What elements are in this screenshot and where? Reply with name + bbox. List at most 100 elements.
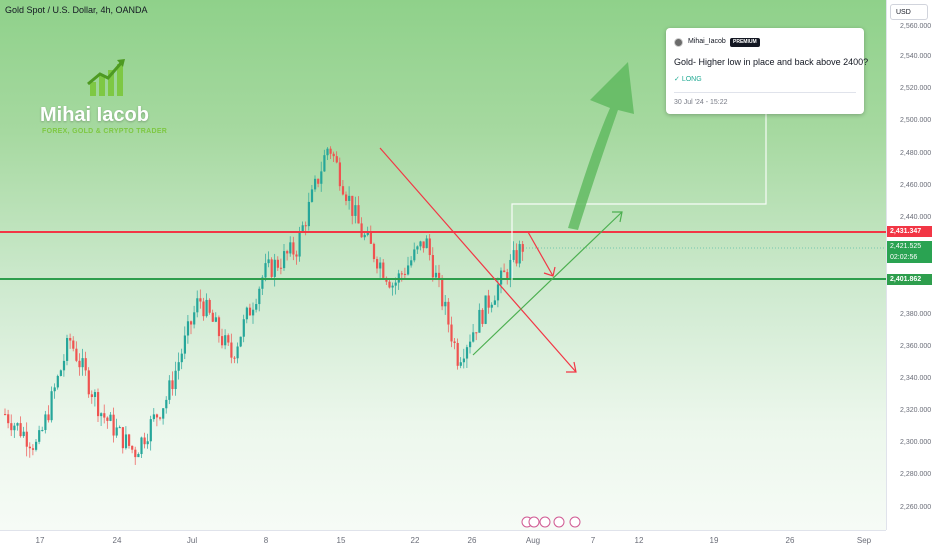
brand-logo: Mihai Iacob FOREX, GOLD & CRYPTO TRADER xyxy=(40,58,190,138)
bearish-candle xyxy=(456,338,459,370)
symbol-title[interactable]: Gold Spot / U.S. Dollar, 4h, OANDA xyxy=(5,5,148,15)
bullish-candle xyxy=(50,386,53,423)
bullish-candle xyxy=(478,303,481,333)
bearish-candle xyxy=(10,414,13,437)
divider xyxy=(674,92,856,93)
bearish-candle xyxy=(90,390,93,404)
price-tick: 2,560.000 xyxy=(900,23,932,30)
bearish-candle xyxy=(329,146,332,159)
bullish-candle xyxy=(444,294,447,315)
pullback-arrowhead xyxy=(543,266,556,277)
bearish-candle xyxy=(72,336,75,352)
bearish-candle xyxy=(28,442,31,458)
bearish-candle xyxy=(106,416,109,429)
bullish-candle xyxy=(146,433,149,449)
event-icon xyxy=(553,516,565,528)
bullish-candle xyxy=(38,425,41,445)
price-tick: 2,260.000 xyxy=(900,504,932,511)
bullish-candle xyxy=(425,235,428,249)
bearish-candle xyxy=(279,258,283,275)
time-tick: 24 xyxy=(112,536,122,545)
economic-events xyxy=(521,516,581,528)
price-tick: 2,320.000 xyxy=(900,407,932,414)
bullish-candle xyxy=(320,161,323,192)
currency-selector[interactable]: USD xyxy=(890,4,928,20)
bearish-candle xyxy=(428,234,431,261)
idea-author[interactable]: Mihai_Iacob xyxy=(688,38,726,45)
bearish-candle xyxy=(87,367,90,398)
bearish-candle xyxy=(441,274,444,311)
bearish-candle xyxy=(121,426,124,454)
bullish-candle xyxy=(193,305,196,329)
bullish-candle xyxy=(283,244,286,271)
idea-date: 30 Jul '24 - 15:22 xyxy=(674,99,728,106)
bullish-candle xyxy=(509,254,512,288)
bearish-candle xyxy=(431,247,434,282)
bullish-candle xyxy=(323,149,326,172)
bullish-candle xyxy=(41,426,44,432)
pullback-arrow xyxy=(527,231,554,277)
price-axis[interactable]: 2,560.000 2,540.000 2,520.000 2,500.000 2,48… xyxy=(886,0,932,530)
idea-title[interactable]: Gold- Higher low in place and back above… xyxy=(674,57,869,67)
bullish-candle xyxy=(56,374,59,390)
bullish-candle xyxy=(168,375,171,405)
current-price-label: 2,421.525 02:02:56 xyxy=(887,241,932,263)
bullish-candle xyxy=(205,293,208,318)
bullish-candle xyxy=(236,342,239,364)
bullish-candle xyxy=(245,306,248,324)
bearish-candle xyxy=(345,191,348,206)
bearish-candle xyxy=(211,309,214,322)
candlestick-series xyxy=(4,146,524,465)
bearish-candle xyxy=(335,151,338,164)
bullish-candle xyxy=(115,418,118,438)
bearish-candle xyxy=(369,225,372,244)
bearish-candle xyxy=(403,267,407,279)
bullish-candle xyxy=(100,412,103,426)
bullish-candle xyxy=(416,245,419,254)
bullish-candle xyxy=(493,295,496,306)
bearish-candle xyxy=(276,256,279,271)
bullish-candle xyxy=(394,277,397,295)
trade-idea-card[interactable]: Mihai_Iacob PREMIUM Gold- Higher low in … xyxy=(666,28,868,114)
bullish-candle xyxy=(518,240,521,268)
descending-trendline xyxy=(379,147,577,373)
bearish-candle xyxy=(317,178,320,188)
bearish-candle xyxy=(159,416,162,421)
bearish-candle xyxy=(31,444,35,456)
bearish-candle xyxy=(134,446,137,465)
time-tick: 17 xyxy=(35,536,45,545)
bearish-candle xyxy=(227,333,230,346)
bullish-candle xyxy=(35,439,38,452)
ascending-arrowhead xyxy=(612,211,623,223)
bullish-candle xyxy=(124,426,128,450)
bullish-projection-arrow xyxy=(568,62,634,230)
time-axis[interactable]: 17 24 Jul 8 15 22 26 Aug 7 12 19 26 Sep xyxy=(0,530,886,550)
bearish-candle xyxy=(75,341,78,363)
ascending-trendline xyxy=(472,211,623,356)
bearish-candle xyxy=(25,422,28,457)
bearish-candle xyxy=(131,445,134,454)
bearish-candle xyxy=(453,338,456,350)
bullish-candle xyxy=(354,196,357,224)
bullish-candle xyxy=(224,329,227,350)
chart-canvas[interactable]: Gold Spot / U.S. Dollar, 4h, OANDA Mihai… xyxy=(0,0,886,530)
bearish-candle xyxy=(202,297,205,321)
bullish-candle xyxy=(407,256,410,276)
bullish-candle xyxy=(44,410,47,434)
bullish-candle xyxy=(62,354,66,377)
price-tick: 2,340.000 xyxy=(900,375,932,382)
bearish-candle xyxy=(4,408,7,416)
support-price-label: 2,401.862 xyxy=(887,274,932,285)
bearish-candle xyxy=(292,236,295,261)
bearish-candle xyxy=(338,157,341,191)
bearish-candle xyxy=(506,268,509,285)
author-avatar[interactable] xyxy=(674,38,683,47)
bullish-candle xyxy=(459,357,462,369)
time-tick: 26 xyxy=(467,536,477,545)
bullish-candle xyxy=(490,302,493,313)
price-chart[interactable] xyxy=(0,0,886,530)
bullish-candle xyxy=(162,407,165,425)
bullish-candle xyxy=(252,302,255,324)
bearish-candle xyxy=(143,432,146,449)
bullish-candle xyxy=(465,344,469,368)
